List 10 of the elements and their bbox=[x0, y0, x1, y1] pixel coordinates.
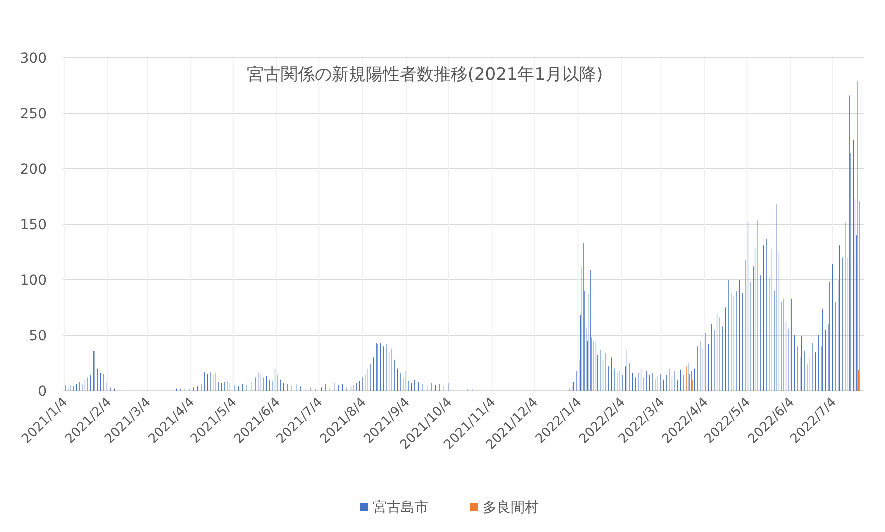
y-tick-label: 150 bbox=[20, 218, 47, 234]
legend-label: 宮古島市 bbox=[373, 500, 429, 516]
y-tick-label: 300 bbox=[20, 51, 47, 67]
legend-label: 多良間村 bbox=[483, 500, 539, 516]
y-tick-label: 250 bbox=[20, 106, 47, 122]
y-tick-label: 0 bbox=[38, 384, 47, 400]
y-tick-label: 200 bbox=[20, 162, 47, 178]
y-tick-label: 50 bbox=[29, 328, 47, 344]
text: 宮古関係の新規陽性者数推移(2021年1月以降) bbox=[246, 65, 604, 85]
y-tick-label: 100 bbox=[20, 273, 47, 289]
